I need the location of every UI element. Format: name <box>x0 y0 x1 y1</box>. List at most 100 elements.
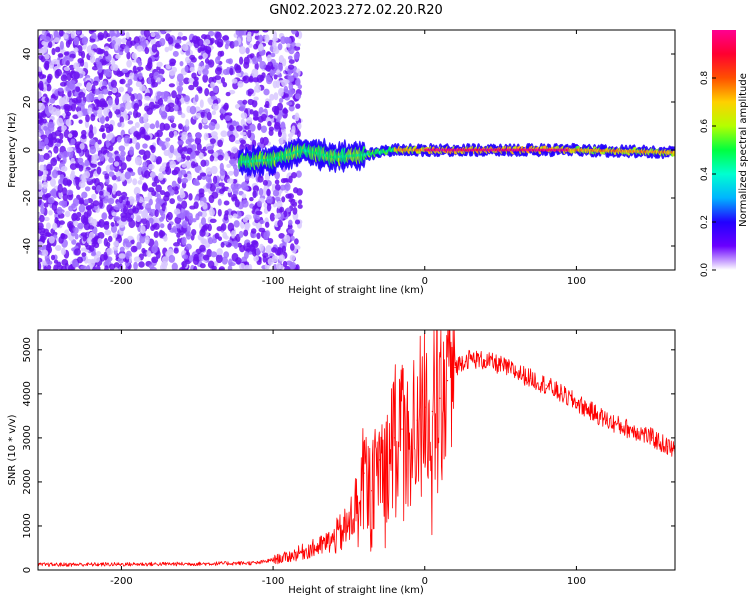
spectrogram-cell <box>131 52 137 60</box>
spectrogram-cell <box>138 261 145 268</box>
spectrogram-cell <box>237 242 242 248</box>
spectrogram-cell <box>53 146 59 154</box>
spectrogram-cell <box>79 197 84 204</box>
spectrogram-cell <box>73 71 80 80</box>
spectrogram-cell <box>205 46 212 55</box>
spectrogram-cell <box>209 155 215 162</box>
spectrogram-cell <box>181 177 189 184</box>
spectrogram-cell <box>124 45 130 54</box>
spectrogram-cell <box>219 113 225 121</box>
spectrogram-cell <box>248 244 256 252</box>
spectrogram-cell <box>199 244 206 252</box>
spectrogram-cell <box>222 231 228 239</box>
spectrogram-cell <box>220 223 227 231</box>
spectrogram-cell <box>267 120 272 127</box>
spectrogram-cell <box>100 146 108 155</box>
spectrogram-cell <box>171 180 177 188</box>
spectrogram-cell <box>249 109 254 115</box>
spectrogram-cell <box>125 241 132 248</box>
colorbar-tick-label: 0.6 <box>700 119 710 134</box>
spectrogram-cell <box>104 173 110 180</box>
spectrogram-cell <box>71 203 76 209</box>
spectrogram-cell <box>163 195 170 202</box>
spectrogram-y-tick-label: 40 <box>22 48 33 61</box>
spectrogram-cell <box>113 216 121 222</box>
spectrogram-cell <box>89 145 97 155</box>
spectrogram-cell <box>140 30 145 35</box>
spectrogram-cell <box>42 41 49 47</box>
snr-data-point <box>484 360 487 362</box>
spectrogram-cell <box>100 115 105 124</box>
spectrogram-cell <box>106 241 111 248</box>
spectrogram-cell <box>253 96 259 101</box>
spectrogram-cell <box>108 263 116 270</box>
spectrogram-cell <box>203 132 209 141</box>
spectrogram-cell <box>55 108 61 117</box>
spectrogram-cell <box>44 53 50 60</box>
spectrogram-cell <box>148 264 155 269</box>
spectrogram-cell <box>148 101 156 110</box>
spectrogram-cell <box>57 87 64 92</box>
spectrogram-cell <box>88 245 95 252</box>
spectrogram-cell <box>200 159 207 167</box>
spectrogram-cell <box>295 103 301 109</box>
spectrogram-cell <box>192 218 197 223</box>
spectrogram-cell <box>122 94 128 103</box>
spectrogram-cell <box>59 132 64 140</box>
spectrogram-cell <box>288 198 296 203</box>
spectrogram-cell <box>227 265 233 270</box>
spectrogram-cell <box>203 124 209 130</box>
spectrogram-cell <box>246 116 253 124</box>
spectrogram-cell <box>52 169 58 179</box>
spectrogram-cell <box>69 163 77 170</box>
spectrogram-cell <box>115 171 122 177</box>
spectrogram-cell <box>151 181 158 187</box>
spectrogram-cell <box>56 117 64 127</box>
spectrogram-cell <box>70 138 76 146</box>
spectrogram-cell <box>217 139 223 148</box>
spectrogram-cell <box>230 230 236 239</box>
spectrogram-cell <box>120 30 125 34</box>
spectrogram-cell <box>286 207 291 213</box>
spectrogram-cell <box>86 82 92 92</box>
spectrogram-cell <box>266 195 273 204</box>
spectrogram-cell <box>133 261 138 270</box>
spectrogram-cell <box>151 256 159 264</box>
spectrogram-cell <box>204 38 211 45</box>
spectrogram-cell <box>92 126 97 135</box>
spectrogram-cell <box>216 226 223 232</box>
spectrogram-cell <box>123 113 129 121</box>
spectrogram-cell <box>268 129 274 136</box>
spectrogram-cell <box>277 43 283 51</box>
spectrogram-cell <box>127 235 134 241</box>
spectrogram-cell <box>214 75 222 81</box>
spectrogram-cell <box>118 51 124 56</box>
spectrogram-cell <box>135 112 142 118</box>
spectrogram-cell <box>210 131 218 138</box>
spectrogram-cell <box>297 122 302 130</box>
spectrogram-cell <box>111 58 116 67</box>
spectrogram-cell <box>259 137 265 145</box>
spectrogram-cell <box>164 166 169 173</box>
spectrogram-cell <box>135 81 142 88</box>
spectrogram-cell <box>289 261 297 270</box>
spectrogram-cell <box>224 152 229 162</box>
spectrogram-cell <box>217 154 224 161</box>
spectrogram-cell <box>212 175 218 184</box>
spectrogram-cell <box>290 30 297 35</box>
spectrogram-cell <box>85 93 92 103</box>
spectrogram-cell <box>61 187 68 196</box>
spectrogram-cell <box>288 104 295 112</box>
spectrogram-cell <box>173 130 178 137</box>
colorbar-ticks: 0.0 0.2 0.4 0.6 0.8 <box>700 71 716 277</box>
spectrogram-cell <box>86 237 94 244</box>
spectrogram-cell <box>88 50 95 57</box>
snr-data-point <box>446 380 449 382</box>
spectrogram-cell <box>239 131 247 136</box>
snr-y-tick-label: 5000 <box>22 337 33 362</box>
spectrogram-cell <box>168 130 174 139</box>
snr-data-point <box>454 366 456 369</box>
spectrogram-cell <box>160 30 166 35</box>
spectrogram-cell <box>63 66 71 71</box>
spectrogram-cell <box>137 180 143 185</box>
